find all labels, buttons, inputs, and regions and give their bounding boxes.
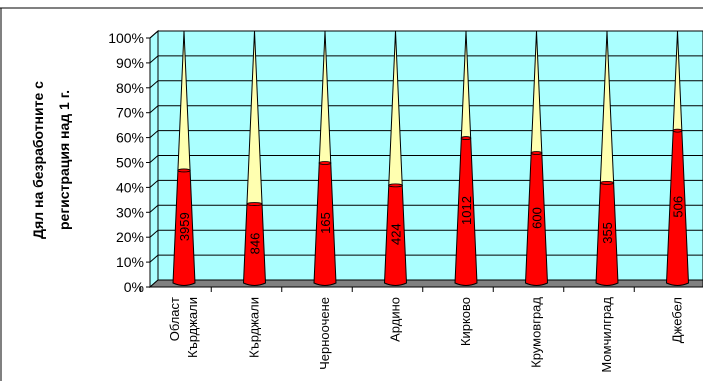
cone-bar-lower [242,203,267,286]
cone-bar-lower [454,137,478,286]
gridline-side [149,229,159,238]
data-label: 846 [248,233,263,255]
cone-split-edge [460,136,472,140]
cone-split-edge [318,161,332,165]
cone-segment-lower [172,168,196,286]
cone-split-edge [599,180,615,185]
gridline-side [149,254,159,263]
y-tick-label: 90% [116,55,144,71]
x-tick-label: Джебел [670,297,685,343]
gridline-side [149,180,159,188]
data-label: 506 [671,196,686,218]
cone-bar-lower [524,152,549,286]
cone-split-edge [388,183,403,188]
cone-split-edge [246,202,263,206]
cone-segment-lower [595,180,619,286]
data-label: 424 [389,223,404,245]
data-label: 165 [318,212,333,234]
y-tick-label: 20% [116,229,144,245]
plot-floor [148,279,703,288]
x-tick-label: Момчилград [599,297,614,373]
data-label: 355 [600,222,615,244]
y-tick-label: 80% [116,80,144,96]
x-tick-label: Кърджали [247,297,262,358]
x-tick-label: Черноочене [317,297,332,370]
y-tick-label: 30% [116,204,144,220]
gridline-side [149,155,159,163]
y-axis-title-line-2: регистрация над 1 г. [56,90,72,230]
cone-segment-lower [524,151,549,286]
y-tick-label: 10% [116,254,144,270]
cone-split-edge [530,151,543,155]
cone-split-edge [177,168,191,173]
gridline-side [149,55,159,64]
x-tick-label: Кирково [458,297,473,346]
gridline-side [149,30,159,39]
gridline-side [149,204,159,213]
x-tick-label: Крумовград [529,297,544,368]
cone-bar-lower [383,184,408,286]
cone-segment-lower [383,183,408,286]
cone-bar-lower [172,169,196,286]
x-tick-label: Ардино [388,297,403,342]
cone-segment-lower [665,128,690,286]
cone-segment-lower [313,161,337,286]
cone-segment-lower [454,136,478,286]
y-tick-label: 40% [116,179,144,195]
gridline-side [149,105,159,114]
cone-split-edge [672,128,683,133]
cone-bar-lower [665,130,690,286]
y-tick-label: 70% [116,105,144,121]
cone-segment-lower [242,202,267,286]
y-tick-label: 50% [116,155,144,171]
y-tick-label: 100% [108,30,144,46]
y-tick-label: 60% [116,130,144,146]
y-axis-title-line-1: Дял на безработните с [30,81,46,239]
y-tick-label: 0% [124,279,144,295]
x-tick-label: Кърджали [185,297,200,358]
gridline-side [149,80,159,89]
gridline-side [149,130,159,138]
data-label: 3959 [177,212,192,241]
x-tick-label: Област [167,297,182,341]
data-label: 1012 [459,196,474,225]
cone-bar-lower [313,162,337,286]
data-label: 600 [530,207,545,229]
cone-bar-lower [595,182,619,286]
